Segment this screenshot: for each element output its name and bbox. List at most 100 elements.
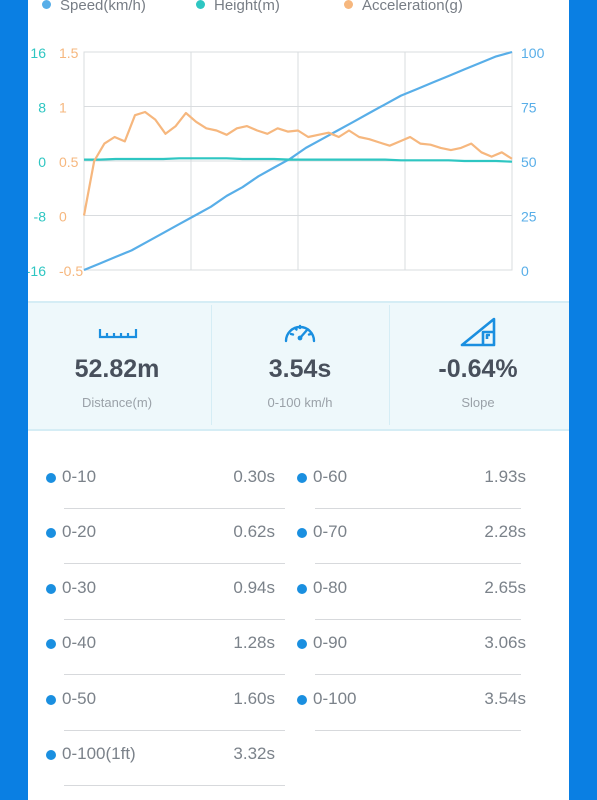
time-value: 3.54s xyxy=(268,355,332,383)
stat-divider xyxy=(211,305,212,425)
split-label: 0-40 xyxy=(62,633,97,652)
slope-value: -0.64% xyxy=(438,355,518,383)
slope-icon xyxy=(389,317,567,347)
split-dot xyxy=(46,473,56,483)
split-row: 0-100 3.54s xyxy=(297,685,526,731)
split-label: 0-50 xyxy=(62,689,97,708)
split-time: 0.62s xyxy=(233,522,275,541)
split-divider xyxy=(64,508,285,509)
split-label: 0-30 xyxy=(62,578,97,597)
split-row: 0-80 2.65s xyxy=(297,574,526,620)
split-row: 0-30 0.94s xyxy=(46,574,285,620)
series-line-speed xyxy=(83,50,513,272)
stat-time: 3.54s 0-100 km/h xyxy=(211,303,389,427)
acceleration-chart: 16 8 0 -8 -16 1.5 1 0.5 0 -0.5 100 75 50 25 0 xyxy=(28,30,569,280)
split-time: 1.93s xyxy=(484,467,526,486)
stats-panel: 52.82m Distance(m) 3.54s xyxy=(28,301,569,431)
split-dot xyxy=(297,473,307,483)
split-dot xyxy=(46,639,56,649)
split-time: 1.60s xyxy=(233,689,275,708)
split-row: 0-20 0.62s xyxy=(46,518,285,564)
split-label: 0-90 xyxy=(313,633,348,652)
split-time: 3.32s xyxy=(233,744,275,763)
distance-value: 52.82m xyxy=(74,355,160,383)
split-label: 0-60 xyxy=(313,467,348,486)
slope-label: Slope xyxy=(461,395,495,410)
split-divider xyxy=(64,619,285,620)
split-time: 1.28s xyxy=(233,633,275,652)
split-label: 0-100 xyxy=(313,689,357,708)
split-divider xyxy=(64,730,285,731)
legend-acceleration: Acceleration(g) xyxy=(344,0,463,14)
split-label: 0-100(1ft) xyxy=(62,744,136,763)
split-dot xyxy=(297,639,307,649)
split-label: 0-70 xyxy=(313,522,348,541)
split-divider xyxy=(64,785,285,786)
split-label: 0-20 xyxy=(62,522,97,541)
speed-tick-label: 50 xyxy=(521,154,537,170)
height-tick-label: -16 xyxy=(28,263,46,279)
split-divider xyxy=(315,508,521,509)
split-row: 0-50 1.60s xyxy=(46,685,285,731)
speedometer-icon xyxy=(211,317,389,347)
series-line-height xyxy=(84,157,513,163)
split-dot xyxy=(297,528,307,538)
split-dot xyxy=(46,528,56,538)
speed-tick-label: 25 xyxy=(521,209,537,225)
legend-speed: Speed(km/h) xyxy=(42,0,146,14)
chart-svg: 16 8 0 -8 -16 1.5 1 0.5 0 -0.5 100 75 50 25 0 xyxy=(28,45,545,279)
results-card: Speed(km/h) Height(m) Acceleration(g) 16… xyxy=(28,0,569,800)
split-dot xyxy=(297,584,307,594)
split-divider xyxy=(315,563,521,564)
speed-tick-label: 0 xyxy=(521,263,529,279)
acceleration-tick-label: 0 xyxy=(59,209,67,225)
series-line-acceleration xyxy=(82,110,513,216)
split-dot xyxy=(46,584,56,594)
split-divider xyxy=(64,674,285,675)
split-divider xyxy=(315,730,521,731)
stat-divider xyxy=(389,305,390,425)
split-row: 0-90 3.06s xyxy=(297,629,526,675)
height-tick-label: 16 xyxy=(30,45,46,61)
split-row: 0-10 0.30s xyxy=(46,463,285,509)
height-tick-label: -8 xyxy=(34,209,47,225)
acceleration-tick-label: 1 xyxy=(59,100,67,116)
stat-slope: -0.64% Slope xyxy=(389,303,567,427)
split-dot xyxy=(46,750,56,760)
split-time: 2.65s xyxy=(484,578,526,597)
speed-tick-label: 100 xyxy=(521,45,545,61)
split-time: 0.30s xyxy=(233,467,275,486)
split-time: 2.28s xyxy=(484,522,526,541)
split-dot xyxy=(297,695,307,705)
distance-label: Distance(m) xyxy=(81,395,153,410)
split-divider xyxy=(64,563,285,564)
acceleration-tick-label: 0.5 xyxy=(59,154,79,170)
chart-legend: Speed(km/h) Height(m) Acceleration(g) xyxy=(28,0,569,16)
time-label: 0-100 km/h xyxy=(267,395,333,410)
split-row: 0-40 1.28s xyxy=(46,629,285,675)
legend-speed-label: Speed(km/h) xyxy=(60,0,146,14)
split-time: 0.94s xyxy=(233,578,275,597)
acceleration-tick-label: -0.5 xyxy=(59,263,83,279)
speed-legend-dot xyxy=(42,0,51,9)
legend-height: Height(m) xyxy=(196,0,280,14)
ruler-icon xyxy=(28,317,206,347)
stat-distance: 52.82m Distance(m) xyxy=(28,303,206,427)
height-tick-label: 8 xyxy=(38,100,46,116)
acceleration-legend-dot xyxy=(344,0,353,9)
height-tick-label: 0 xyxy=(38,154,46,170)
split-time: 3.54s xyxy=(484,689,526,708)
split-dot xyxy=(46,695,56,705)
legend-height-label: Height(m) xyxy=(214,0,280,14)
split-time: 3.06s xyxy=(484,633,526,652)
acceleration-tick-label: 1.5 xyxy=(59,45,79,61)
split-row: 0-100(1ft) 3.32s xyxy=(46,740,285,786)
split-label: 0-80 xyxy=(313,578,348,597)
height-legend-dot xyxy=(196,0,205,9)
legend-acceleration-label: Acceleration(g) xyxy=(362,0,463,14)
speed-tick-label: 75 xyxy=(521,100,537,116)
split-row: 0-70 2.28s xyxy=(297,518,526,564)
split-divider xyxy=(315,674,521,675)
split-divider xyxy=(315,619,521,620)
split-row: 0-60 1.93s xyxy=(297,463,526,509)
